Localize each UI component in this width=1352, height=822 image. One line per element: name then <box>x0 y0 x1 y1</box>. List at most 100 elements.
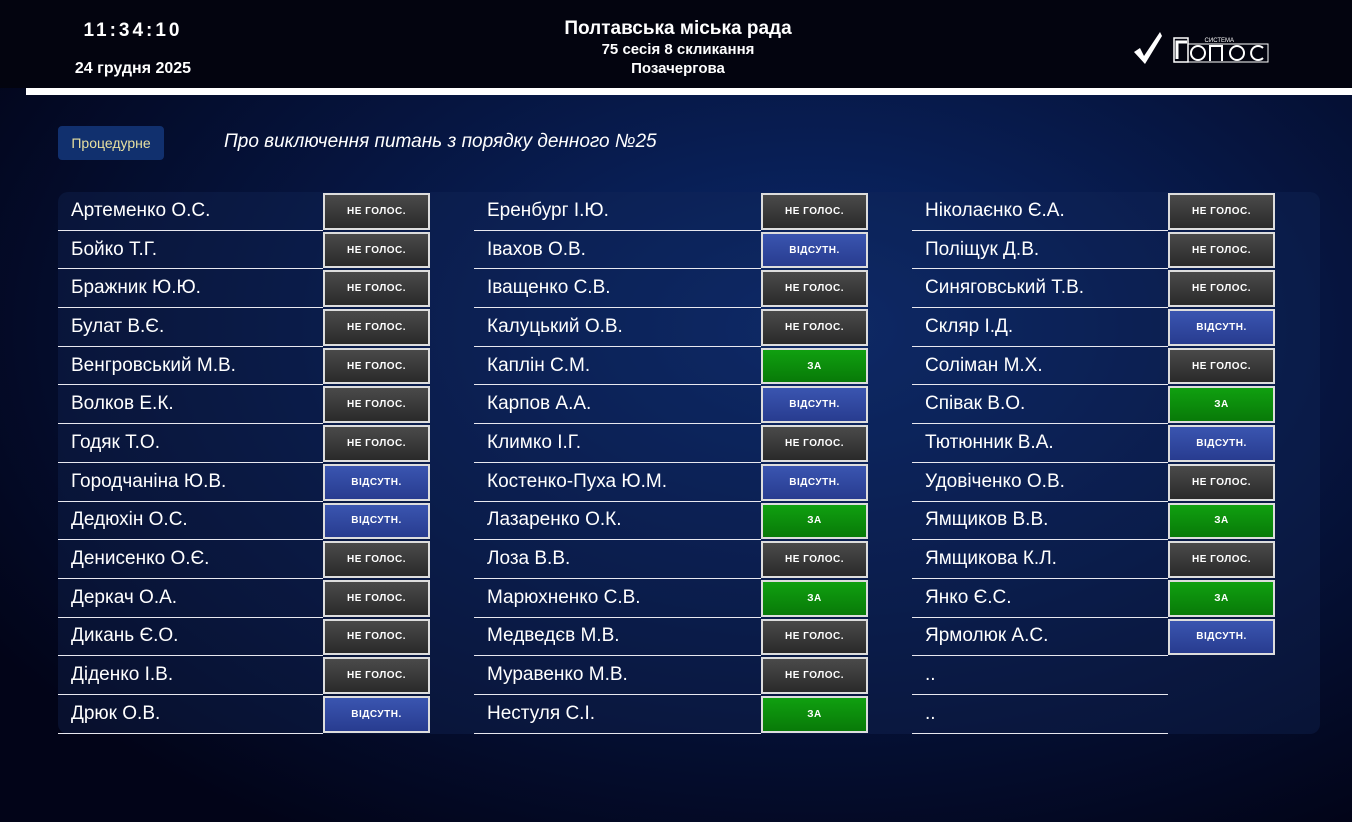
deputy-row: Лоза В.В. НЕ ГОЛОС. <box>474 540 868 579</box>
deputy-row: .. <box>912 656 1275 695</box>
vote-status-badge: ВІДСУТН. <box>761 463 868 501</box>
deputy-row: Дикань Є.О. НЕ ГОЛОС. <box>58 618 430 657</box>
deputy-name: Ямщиков В.В. <box>912 502 1168 541</box>
deputy-name: Каплін С.М. <box>474 347 761 386</box>
vote-status-badge: НЕ ГОЛОС. <box>1168 463 1275 501</box>
vote-status-badge: НЕ ГОЛОС. <box>761 657 868 694</box>
vote-topic: Про виключення питань з порядку денного … <box>224 131 657 152</box>
deputy-row: Муравенко М.В. НЕ ГОЛОС. <box>474 656 868 695</box>
vote-status-badge: НЕ ГОЛОС. <box>761 309 868 346</box>
deputy-row: Соліман М.Х. НЕ ГОЛОС. <box>912 347 1275 386</box>
deputy-row: Дедюхін О.С. ВІДСУТН. <box>58 502 430 541</box>
deputy-name: Марюхненко С.В. <box>474 579 761 618</box>
deputy-row: Нестуля С.І. ЗА <box>474 695 868 734</box>
deputy-name: Скляр І.Д. <box>912 308 1168 347</box>
vote-status-badge: НЕ ГОЛОС. <box>1168 193 1275 230</box>
deputy-row: Калуцький О.В. НЕ ГОЛОС. <box>474 308 868 347</box>
vote-status-badge: НЕ ГОЛОС. <box>323 193 430 230</box>
header-divider <box>26 88 1352 95</box>
deputy-name: .. <box>912 656 1168 695</box>
deputy-name: Костенко-Пуха Ю.М. <box>474 463 761 502</box>
vote-status-badge: НЕ ГОЛОС. <box>761 425 868 462</box>
deputy-row: .. <box>912 695 1275 734</box>
vote-status-badge: НЕ ГОЛОС. <box>323 386 430 424</box>
deputy-name: Булат В.Є. <box>58 308 323 347</box>
vote-status-badge: НЕ ГОЛОС. <box>1168 347 1275 385</box>
vote-status-badge: НЕ ГОЛОС. <box>323 541 430 578</box>
vote-status-badge: НЕ ГОЛОС. <box>761 193 868 230</box>
deputies-column-1: Артеменко О.С. НЕ ГОЛОС. Бойко Т.Г. НЕ ГОЛО… <box>58 192 430 734</box>
deputy-row: Бойко Т.Г. НЕ ГОЛОС. <box>58 231 430 270</box>
vote-status-badge: ВІДСУТН. <box>1168 425 1275 462</box>
deputy-name: .. <box>912 695 1168 734</box>
session-type: Позачергова <box>631 60 725 77</box>
deputy-row: Дрюк О.В. ВІДСУТН. <box>58 695 430 734</box>
deputy-row: Марюхненко С.В. ЗА <box>474 579 868 618</box>
deputy-name: Янко Є.С. <box>912 579 1168 618</box>
vote-status-badge: НЕ ГОЛОС. <box>323 309 430 346</box>
vote-status-badge: НЕ ГОЛОС. <box>323 425 430 462</box>
vote-status-badge: ЗА <box>761 502 868 540</box>
deputy-row: Артеменко О.С. НЕ ГОЛОС. <box>58 192 430 231</box>
deputy-row: Волков Е.К. НЕ ГОЛОС. <box>58 385 430 425</box>
deputy-name: Ніколаєнко Є.А. <box>912 192 1168 231</box>
vote-status-badge: НЕ ГОЛОС. <box>323 231 430 269</box>
deputy-row: Лазаренко О.К. ЗА <box>474 502 868 541</box>
deputy-name: Еренбург І.Ю. <box>474 192 761 231</box>
vote-status-badge: НЕ ГОЛОС. <box>761 618 868 656</box>
vote-status-badge: ВІДСУТН. <box>1168 309 1275 346</box>
deputy-row: Климко І.Г. НЕ ГОЛОС. <box>474 424 868 463</box>
deputy-name: Городчаніна Ю.В. <box>58 463 323 502</box>
deputy-name: Муравенко М.В. <box>474 656 761 695</box>
deputy-row: Синяговський Т.В. НЕ ГОЛОС. <box>912 269 1275 309</box>
deputy-name: Годяк Т.О. <box>58 424 323 463</box>
deputy-row: Костенко-Пуха Ю.М. ВІДСУТН. <box>474 463 868 502</box>
vote-status-badge: НЕ ГОЛОС. <box>1168 231 1275 269</box>
deputy-name: Діденко І.В. <box>58 656 323 695</box>
deputy-name: Удовіченко О.В. <box>912 463 1168 502</box>
vote-status-badge: ВІДСУТН. <box>323 502 430 540</box>
deputy-row: Іващенко С.В. НЕ ГОЛОС. <box>474 269 868 309</box>
deputy-row: Бражник Ю.Ю. НЕ ГОЛОС. <box>58 269 430 309</box>
deputy-name: Лазаренко О.К. <box>474 502 761 541</box>
vote-status-badge: ЗА <box>761 347 868 385</box>
deputy-row: Удовіченко О.В. НЕ ГОЛОС. <box>912 463 1275 502</box>
deputy-name: Тютюнник В.А. <box>912 424 1168 463</box>
deputy-name: Калуцький О.В. <box>474 308 761 347</box>
deputy-row: Співак В.О. ЗА <box>912 385 1275 425</box>
vote-status-badge: ВІДСУТН. <box>323 463 430 501</box>
vote-status-badge: НЕ ГОЛОС. <box>323 270 430 308</box>
deputy-row: Денисенко О.Є. НЕ ГОЛОС. <box>58 540 430 579</box>
deputy-name: Поліщук Д.В. <box>912 231 1168 270</box>
vote-status-badge: ЗА <box>1168 579 1275 617</box>
deputy-name: Волков Е.К. <box>58 385 323 425</box>
vote-type-badge: Процедурне <box>58 126 164 160</box>
check-icon <box>1134 32 1162 64</box>
vote-status-badge: ЗА <box>761 579 868 617</box>
date: 24 грудня 2025 <box>74 60 192 77</box>
svg-text:СИСТЕМА: СИСТЕМА <box>1205 38 1234 44</box>
deputy-name: Ямщикова К.Л. <box>912 540 1168 579</box>
vote-status-badge: НЕ ГОЛОС. <box>761 541 868 578</box>
vote-status-badge: ВІДСУТН. <box>761 386 868 424</box>
deputy-name: Синяговський Т.В. <box>912 269 1168 309</box>
deputy-name: Лоза В.В. <box>474 540 761 579</box>
deputy-name: Соліман М.Х. <box>912 347 1168 386</box>
vote-status-badge: НЕ ГОЛОС. <box>323 657 430 694</box>
deputy-row: Ямщикова К.Л. НЕ ГОЛОС. <box>912 540 1275 579</box>
deputy-row: Каплін С.М. ЗА <box>474 347 868 386</box>
deputy-name: Іващенко С.В. <box>474 269 761 309</box>
clock: 11:34:10 <box>83 20 183 41</box>
deputy-name: Климко І.Г. <box>474 424 761 463</box>
deputies-column-3: Ніколаєнко Є.А. НЕ ГОЛОС. Поліщук Д.В. НЕ Г… <box>912 192 1275 734</box>
vote-status-badge: НЕ ГОЛОС. <box>323 618 430 656</box>
deputy-row: Скляр І.Д. ВІДСУТН. <box>912 308 1275 347</box>
deputy-row: Венгровський М.В. НЕ ГОЛОС. <box>58 347 430 386</box>
deputy-name: Венгровський М.В. <box>58 347 323 386</box>
header-bar <box>0 0 1352 88</box>
deputy-row: Тютюнник В.А. ВІДСУТН. <box>912 424 1275 463</box>
vote-status-badge: НЕ ГОЛОС. <box>1168 541 1275 578</box>
council-name: Полтавська міська рада <box>564 18 792 39</box>
deputy-row: Ярмолюк А.С. ВІДСУТН. <box>912 618 1275 657</box>
deputy-name: Дрюк О.В. <box>58 695 323 734</box>
